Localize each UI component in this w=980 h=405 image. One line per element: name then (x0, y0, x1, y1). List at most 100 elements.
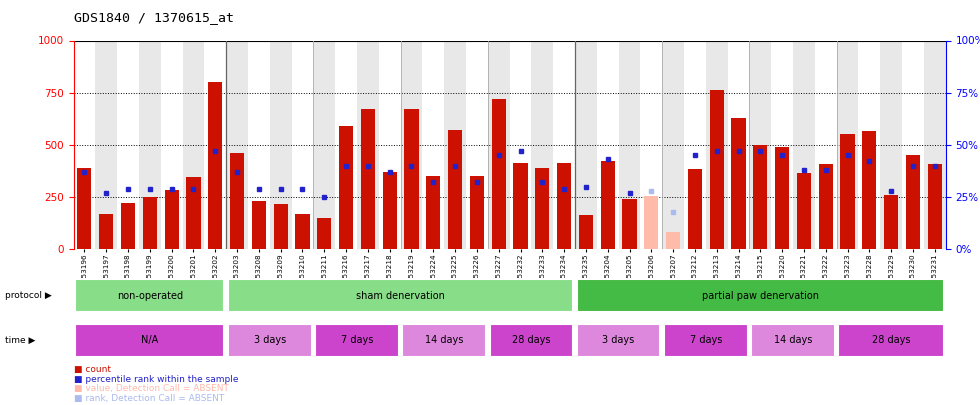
Text: time ▶: time ▶ (5, 336, 35, 345)
Bar (466, 40, 488, 249)
Bar (601, 162, 614, 249)
Bar (143, 197, 157, 249)
Bar (165, 190, 178, 249)
Bar (318, 218, 331, 249)
Text: protocol ▶: protocol ▶ (5, 291, 52, 300)
Bar (357, 40, 378, 249)
Bar (117, 40, 139, 249)
Bar (553, 40, 575, 249)
Bar (814, 40, 837, 249)
Bar (579, 215, 593, 249)
Bar (490, 324, 573, 357)
Bar (684, 40, 706, 249)
Bar (710, 90, 724, 249)
Bar (618, 40, 640, 249)
Bar (862, 131, 876, 249)
Bar (752, 324, 835, 357)
Bar (444, 40, 465, 249)
Bar (771, 40, 793, 249)
Text: partial paw denervation: partial paw denervation (702, 291, 819, 301)
Bar (666, 232, 680, 249)
Bar (557, 162, 571, 249)
Bar (228, 279, 573, 312)
Bar (273, 204, 288, 249)
Bar (230, 153, 244, 249)
Bar (121, 203, 135, 249)
Bar (754, 145, 767, 249)
Bar (731, 118, 746, 249)
Bar (577, 324, 661, 357)
Bar (793, 40, 814, 249)
Bar (880, 40, 902, 249)
Text: 28 days: 28 days (513, 335, 551, 345)
Text: non-operated: non-operated (117, 291, 183, 301)
Bar (316, 324, 399, 357)
Text: 3 days: 3 days (254, 335, 286, 345)
Text: ■ value, Detection Call = ABSENT: ■ value, Detection Call = ABSENT (74, 384, 228, 393)
Bar (706, 40, 727, 249)
Bar (797, 173, 811, 249)
Bar (902, 40, 924, 249)
Bar (161, 40, 182, 249)
Bar (448, 130, 463, 249)
Bar (841, 134, 855, 249)
Bar (226, 40, 248, 249)
Bar (77, 168, 91, 249)
Bar (75, 324, 224, 357)
Bar (906, 155, 920, 249)
Bar (727, 40, 750, 249)
Bar (139, 40, 161, 249)
Bar (248, 40, 270, 249)
Bar (99, 213, 114, 249)
Text: ■ count: ■ count (74, 365, 111, 374)
Text: 28 days: 28 days (872, 335, 910, 345)
Bar (688, 169, 702, 249)
Bar (75, 279, 224, 312)
Bar (292, 40, 314, 249)
Bar (839, 324, 944, 357)
Bar (641, 40, 662, 249)
Text: 7 days: 7 days (690, 335, 722, 345)
Bar (577, 279, 944, 312)
Bar (775, 147, 789, 249)
Bar (295, 213, 310, 249)
Bar (403, 324, 486, 357)
Text: 3 days: 3 days (603, 335, 635, 345)
Bar (750, 40, 771, 249)
Bar (928, 164, 942, 249)
Bar (74, 40, 95, 249)
Bar (186, 177, 201, 249)
Bar (858, 40, 880, 249)
Text: 14 days: 14 days (774, 335, 812, 345)
Bar (422, 40, 444, 249)
Bar (426, 176, 440, 249)
Bar (95, 40, 118, 249)
Bar (664, 324, 748, 357)
Bar (208, 82, 222, 249)
Bar (204, 40, 226, 249)
Bar (837, 40, 858, 249)
Bar (597, 40, 618, 249)
Bar (335, 40, 357, 249)
Bar (401, 40, 422, 249)
Bar (924, 40, 946, 249)
Bar (662, 40, 684, 249)
Bar (492, 99, 506, 249)
Bar (535, 168, 550, 249)
Bar (818, 164, 833, 249)
Bar (514, 162, 527, 249)
Bar (339, 126, 353, 249)
Bar (622, 199, 637, 249)
Bar (252, 201, 266, 249)
Bar (488, 40, 510, 249)
Text: N/A: N/A (141, 335, 159, 345)
Text: 14 days: 14 days (425, 335, 464, 345)
Text: ■ rank, Detection Call = ABSENT: ■ rank, Detection Call = ABSENT (74, 394, 223, 403)
Bar (510, 40, 531, 249)
Bar (228, 324, 312, 357)
Text: sham denervation: sham denervation (356, 291, 445, 301)
Bar (469, 176, 484, 249)
Text: ■ percentile rank within the sample: ■ percentile rank within the sample (74, 375, 238, 384)
Bar (378, 40, 401, 249)
Bar (270, 40, 292, 249)
